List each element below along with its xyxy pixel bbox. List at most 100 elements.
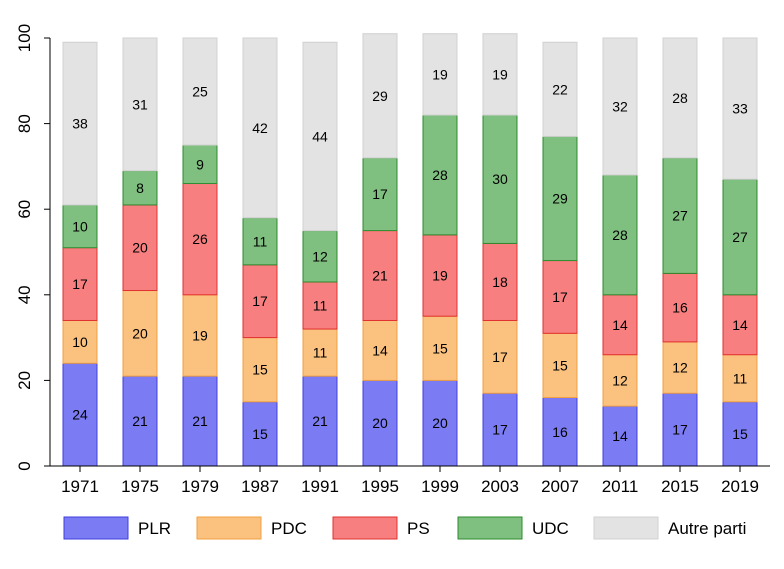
data-label: 28 [672, 90, 688, 106]
x-tick-label: 1987 [241, 477, 279, 496]
data-label: 17 [72, 276, 88, 292]
data-label: 18 [492, 274, 508, 290]
data-label: 21 [192, 413, 208, 429]
data-label: 29 [372, 88, 388, 104]
data-label: 38 [72, 116, 88, 132]
data-label: 17 [492, 349, 508, 365]
data-label: 17 [552, 289, 568, 305]
data-label: 19 [192, 327, 208, 343]
legend-label: Autre parti [668, 519, 746, 538]
data-label: 31 [132, 96, 148, 112]
bar-plr-2003 [482, 392, 518, 467]
x-tick-label: 2015 [661, 477, 699, 496]
bar-pdc-2015 [662, 341, 698, 394]
data-label: 19 [432, 268, 448, 284]
data-label: 12 [672, 360, 688, 376]
data-label: 20 [132, 240, 148, 256]
data-label: 30 [492, 171, 508, 187]
bar-autre-parti-2019 [722, 37, 758, 180]
data-label: 29 [552, 191, 568, 207]
bar-ps-1979 [182, 183, 218, 296]
bar-ps-1987 [242, 264, 278, 339]
bar-pdc-2019 [722, 354, 758, 403]
bar-plr-1995 [362, 379, 398, 467]
bar-pdc-1975 [122, 290, 158, 377]
bar-plr-1975 [122, 375, 158, 467]
data-label: 24 [72, 407, 88, 423]
data-label: 15 [732, 426, 748, 442]
bar-pdc-1979 [182, 294, 218, 377]
bar-plr-1971 [62, 362, 98, 467]
data-label: 14 [732, 317, 748, 333]
legend-label: PS [407, 519, 430, 538]
axes-layer: 0 20 40 60 80 100 1971 1975 1979 1987 1991 1995 1999… [15, 24, 770, 496]
data-label: 32 [612, 98, 628, 114]
x-tick-label: 1979 [181, 477, 219, 496]
y-tick-label: 80 [15, 114, 34, 133]
data-label: 15 [252, 362, 268, 378]
y-tick-label: 20 [15, 371, 34, 390]
data-label: 15 [252, 426, 268, 442]
bar-udc-2011 [602, 174, 638, 296]
data-label: 9 [196, 156, 204, 172]
legend-label: PDC [271, 519, 307, 538]
data-label: 19 [432, 66, 448, 82]
bars-layer: 24 10 17 10 38 21 20 20 8 31 21 19 26 9 25 15 15 17 11 42 21… [62, 33, 758, 467]
data-label: 17 [672, 422, 688, 438]
bar-pdc-2007 [542, 332, 578, 399]
data-label: 27 [732, 229, 748, 245]
data-label: 15 [552, 357, 568, 373]
bar-autre-parti-2003 [482, 33, 518, 116]
x-tick-label: 2019 [721, 477, 759, 496]
bar-ps-2019 [722, 294, 758, 356]
bar-autre-parti-1979 [182, 37, 218, 146]
bar-ps-2015 [662, 272, 698, 343]
bar-udc-1975 [122, 170, 158, 206]
x-tick-label: 2007 [541, 477, 579, 496]
bar-autre-parti-1999 [422, 33, 458, 116]
data-label: 19 [492, 66, 508, 82]
bar-pdc-1971 [62, 319, 98, 364]
bar-ps-2011 [602, 294, 638, 356]
bar-ps-1975 [122, 204, 158, 292]
bar-ps-2003 [482, 242, 518, 321]
bar-plr-1991 [302, 375, 338, 467]
data-label: 44 [312, 128, 328, 144]
bar-autre-parti-2007 [542, 41, 578, 137]
bar-autre-parti-1987 [242, 37, 278, 219]
legend-swatch-udc [457, 516, 523, 540]
data-label: 11 [253, 233, 268, 249]
data-label: 8 [136, 180, 144, 196]
bar-pdc-1995 [362, 319, 398, 381]
data-label: 11 [313, 345, 328, 361]
data-label: 28 [612, 227, 628, 243]
bar-udc-1995 [362, 157, 398, 232]
bar-udc-1991 [302, 230, 338, 283]
data-label: 14 [372, 342, 388, 358]
bar-plr-1987 [242, 401, 278, 467]
data-label: 25 [192, 84, 208, 100]
bar-autre-parti-1991 [302, 41, 338, 232]
data-label: 14 [612, 317, 628, 333]
legend-swatch-ps [332, 516, 398, 540]
data-label: 14 [612, 428, 628, 444]
data-label: 12 [312, 248, 328, 264]
data-label: 17 [252, 293, 268, 309]
y-tick-label: 100 [15, 24, 34, 52]
data-label: 16 [672, 300, 688, 316]
data-label: 15 [432, 340, 448, 356]
bar-udc-2019 [722, 178, 758, 296]
bar-autre-parti-2011 [602, 37, 638, 176]
bar-plr-1979 [182, 375, 218, 467]
bar-udc-1987 [242, 217, 278, 266]
data-label: 22 [552, 81, 568, 97]
bar-udc-1999 [422, 114, 458, 236]
data-label: 21 [312, 413, 328, 429]
data-label: 28 [432, 167, 448, 183]
bar-udc-2015 [662, 157, 698, 274]
bar-ps-1991 [302, 281, 338, 330]
data-label: 17 [372, 186, 388, 202]
data-label: 10 [72, 218, 88, 234]
data-label: 42 [252, 120, 268, 136]
